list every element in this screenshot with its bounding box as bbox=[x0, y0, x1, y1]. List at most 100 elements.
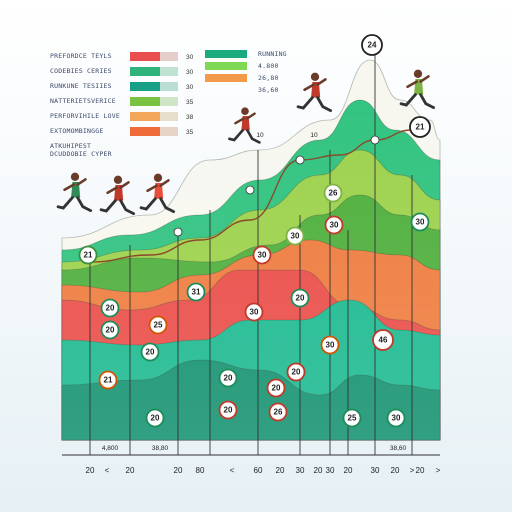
marker-label: 26 bbox=[329, 189, 338, 198]
legend: PREFORDCE TEYLS 30 CODEBIES CERIES 30 RUNKUN… bbox=[50, 50, 287, 158]
runner-icon bbox=[99, 175, 136, 216]
legend-swatch bbox=[205, 50, 247, 58]
value-markers: 21 20 20 21 25 20 20 31 30 30 20 20 20 30 20 20 26 30 30 26… bbox=[78, 34, 431, 428]
legend-value: 30 bbox=[186, 84, 194, 91]
marker-circle bbox=[268, 402, 288, 422]
trend-point bbox=[370, 135, 380, 145]
marker-circle bbox=[218, 400, 238, 420]
legend-swatch bbox=[205, 74, 247, 82]
marker-label: 20 bbox=[292, 368, 301, 377]
runner-icon bbox=[228, 107, 261, 144]
marker-circle bbox=[410, 212, 430, 232]
legend-label: NATTERIETSVERICE bbox=[50, 97, 116, 105]
marker-circle bbox=[409, 116, 431, 138]
upper-tick-label: 10 bbox=[256, 132, 264, 139]
x-tick-label: 30 bbox=[371, 466, 380, 475]
x-tick-label: 20 bbox=[391, 466, 400, 475]
x-tick-label: 20 bbox=[276, 466, 285, 475]
trend-curve bbox=[89, 129, 413, 263]
marker-label: 21 bbox=[84, 251, 93, 260]
marker-circle bbox=[252, 245, 272, 265]
x-tick-label: 30 bbox=[326, 466, 335, 475]
runner-icon bbox=[399, 69, 436, 110]
marker-label: 20 bbox=[224, 374, 233, 383]
legend-swatch bbox=[130, 52, 178, 61]
x-tick-label: 80 bbox=[196, 466, 205, 475]
legend-value: 38 bbox=[186, 114, 194, 121]
legend-value: 30 bbox=[186, 54, 194, 61]
legend-swatch-tail bbox=[160, 112, 178, 121]
x-tick-label: 20 bbox=[174, 466, 183, 475]
marker-label: 25 bbox=[348, 414, 357, 423]
legend-swatch bbox=[130, 97, 178, 106]
x-tick-label: 20 bbox=[416, 466, 425, 475]
marker-circle bbox=[286, 362, 306, 382]
legend-label: 36,60 bbox=[258, 86, 279, 94]
trend-point bbox=[173, 227, 183, 237]
bottom-label: 38,60 bbox=[390, 445, 407, 452]
x-tick-label: 60 bbox=[254, 466, 263, 475]
marker-label: 21 bbox=[104, 376, 113, 385]
marker-label: 21 bbox=[416, 123, 425, 132]
marker-label: 30 bbox=[416, 218, 425, 227]
x-tick-label: 20 bbox=[314, 466, 323, 475]
legend-label: 4.800 bbox=[258, 62, 279, 70]
legend-swatch bbox=[130, 82, 178, 91]
legend-label: CODEBIES CERIES bbox=[50, 67, 112, 75]
legend-swatch-tail bbox=[160, 67, 178, 76]
marker-label: 20 bbox=[106, 326, 115, 335]
marker-circle bbox=[98, 370, 118, 390]
marker-label: 30 bbox=[258, 251, 267, 260]
marker-circle bbox=[342, 408, 362, 428]
legend-label: PREFORDCE TEYLS bbox=[50, 52, 112, 60]
area-layers bbox=[61, 30, 441, 441]
x-tick-label: < bbox=[105, 466, 110, 475]
runner-figures bbox=[56, 69, 436, 216]
runner-icon bbox=[56, 172, 93, 213]
marker-circle bbox=[145, 408, 165, 428]
marker-label: 24 bbox=[368, 41, 377, 50]
marker-circle bbox=[100, 320, 120, 340]
legend-value: 35 bbox=[186, 129, 194, 136]
marker-circle bbox=[140, 342, 160, 362]
marker-circle bbox=[244, 302, 264, 322]
marker-circle bbox=[100, 298, 120, 318]
marker-circle bbox=[148, 315, 168, 335]
legend-label: 26,80 bbox=[258, 74, 279, 82]
runner-icon bbox=[296, 72, 333, 113]
legend-value: 30 bbox=[186, 69, 194, 76]
legend-swatch bbox=[130, 67, 178, 76]
marker-circle bbox=[323, 183, 343, 203]
marker-circle bbox=[266, 378, 286, 398]
marker-circle bbox=[285, 226, 305, 246]
marker-label: 30 bbox=[291, 232, 300, 241]
legend-swatch-tail bbox=[160, 97, 178, 106]
marker-circle bbox=[186, 282, 206, 302]
marker-circle bbox=[361, 34, 383, 56]
marker-circle bbox=[320, 335, 340, 355]
marker-label: 20 bbox=[272, 384, 281, 393]
marker-circle bbox=[78, 245, 98, 265]
runner-icon bbox=[139, 173, 176, 214]
marker-label: 46 bbox=[379, 336, 388, 345]
marker-circle bbox=[324, 215, 344, 235]
trend-point bbox=[245, 185, 255, 195]
legend-label: DCUDDOBIE CYPER bbox=[50, 150, 112, 158]
bottom-label: 4,800 bbox=[102, 445, 119, 452]
x-tick-label: > bbox=[410, 466, 415, 475]
marker-label: 20 bbox=[296, 294, 305, 303]
marker-label: 20 bbox=[224, 406, 233, 415]
marker-label: 30 bbox=[392, 414, 401, 423]
x-tick-label: < bbox=[230, 466, 235, 475]
marker-circle bbox=[372, 329, 394, 351]
legend-label: RUNNING bbox=[258, 50, 287, 58]
legend-value: 35 bbox=[186, 99, 194, 106]
area-sheen bbox=[62, 30, 440, 440]
legend-swatch-tail bbox=[160, 52, 178, 61]
legend-swatch-tail bbox=[160, 82, 178, 91]
legend-label: RUNKUNE TESIIES bbox=[50, 82, 112, 90]
marker-label: 26 bbox=[274, 408, 283, 417]
x-tick-label: 20 bbox=[126, 466, 135, 475]
